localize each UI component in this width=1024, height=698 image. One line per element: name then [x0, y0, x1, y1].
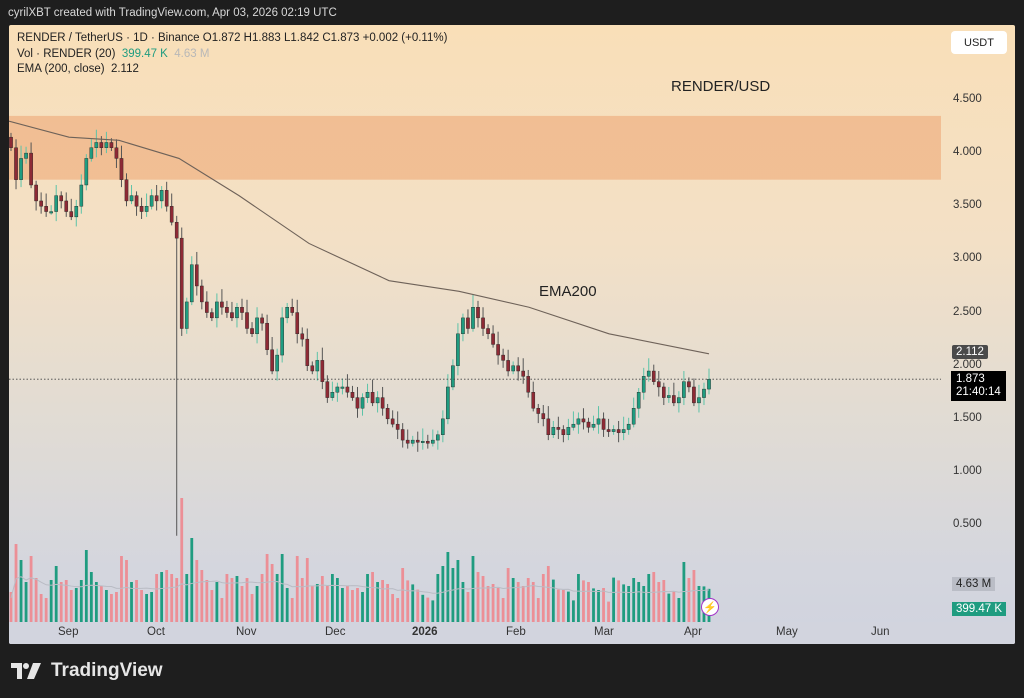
- volume-value: 399.47 K: [121, 47, 168, 60]
- time-tick: Nov: [236, 626, 257, 638]
- ema-label[interactable]: EMA (200, close): [17, 63, 105, 75]
- price-tick: 4.500: [953, 92, 982, 105]
- tradingview-logo[interactable]: TradingView: [11, 660, 163, 682]
- legend: RENDER / TetherUS · 1D · Binance O1.872 …: [17, 31, 447, 78]
- price-tick: 3.500: [953, 199, 982, 212]
- brand-name: TradingView: [51, 660, 163, 681]
- price-tick: 2.000: [953, 358, 982, 371]
- price-chart[interactable]: [9, 25, 1015, 644]
- chart-panel[interactable]: RENDER / TetherUS · 1D · Binance O1.872 …: [9, 25, 1015, 644]
- price-tick: 1.500: [953, 411, 982, 424]
- time-tick: Sep: [58, 626, 79, 638]
- time-tick: Feb: [506, 626, 526, 638]
- lightning-icon[interactable]: ⚡: [701, 598, 719, 616]
- ema-annotation: EMA200: [539, 283, 597, 300]
- last-price-tag: 1.873 21:40:14: [951, 371, 1006, 401]
- bar-countdown: 21:40:14: [956, 386, 1001, 398]
- last-price: 1.873: [956, 373, 985, 385]
- price-tick: 2.500: [953, 305, 982, 318]
- chart-title-annotation: RENDER/USD: [671, 78, 771, 95]
- volume-ma-value: 4.63 M: [174, 47, 210, 60]
- time-tick: Mar: [594, 626, 614, 638]
- time-tick: Apr: [684, 626, 702, 638]
- ema-value: 2.112: [110, 63, 139, 75]
- tradingview-logo-icon: [11, 663, 41, 679]
- time-tick: Jun: [871, 626, 890, 638]
- time-tick: May: [776, 626, 798, 638]
- price-tick: 4.000: [953, 146, 982, 159]
- volume-tag: 399.47 K: [952, 602, 1007, 616]
- currency-button[interactable]: USDT: [951, 31, 1007, 54]
- time-tick: Dec: [325, 626, 346, 638]
- price-tick: 1.000: [953, 465, 982, 477]
- volume-ma-tag: 4.63 M: [952, 577, 996, 591]
- price-tick: 3.000: [953, 252, 982, 265]
- symbol-ohlc[interactable]: RENDER / TetherUS · 1D · Binance O1.872 …: [17, 32, 448, 44]
- volume-label[interactable]: Vol · RENDER (20): [17, 47, 116, 60]
- time-tick: Oct: [147, 626, 165, 638]
- chart-credit: cyrilXBT created with TradingView.com, A…: [8, 7, 337, 19]
- ema-price-tag: 2.112: [952, 345, 988, 359]
- price-tick: 0.500: [953, 518, 982, 531]
- time-tick: 2026: [412, 626, 438, 638]
